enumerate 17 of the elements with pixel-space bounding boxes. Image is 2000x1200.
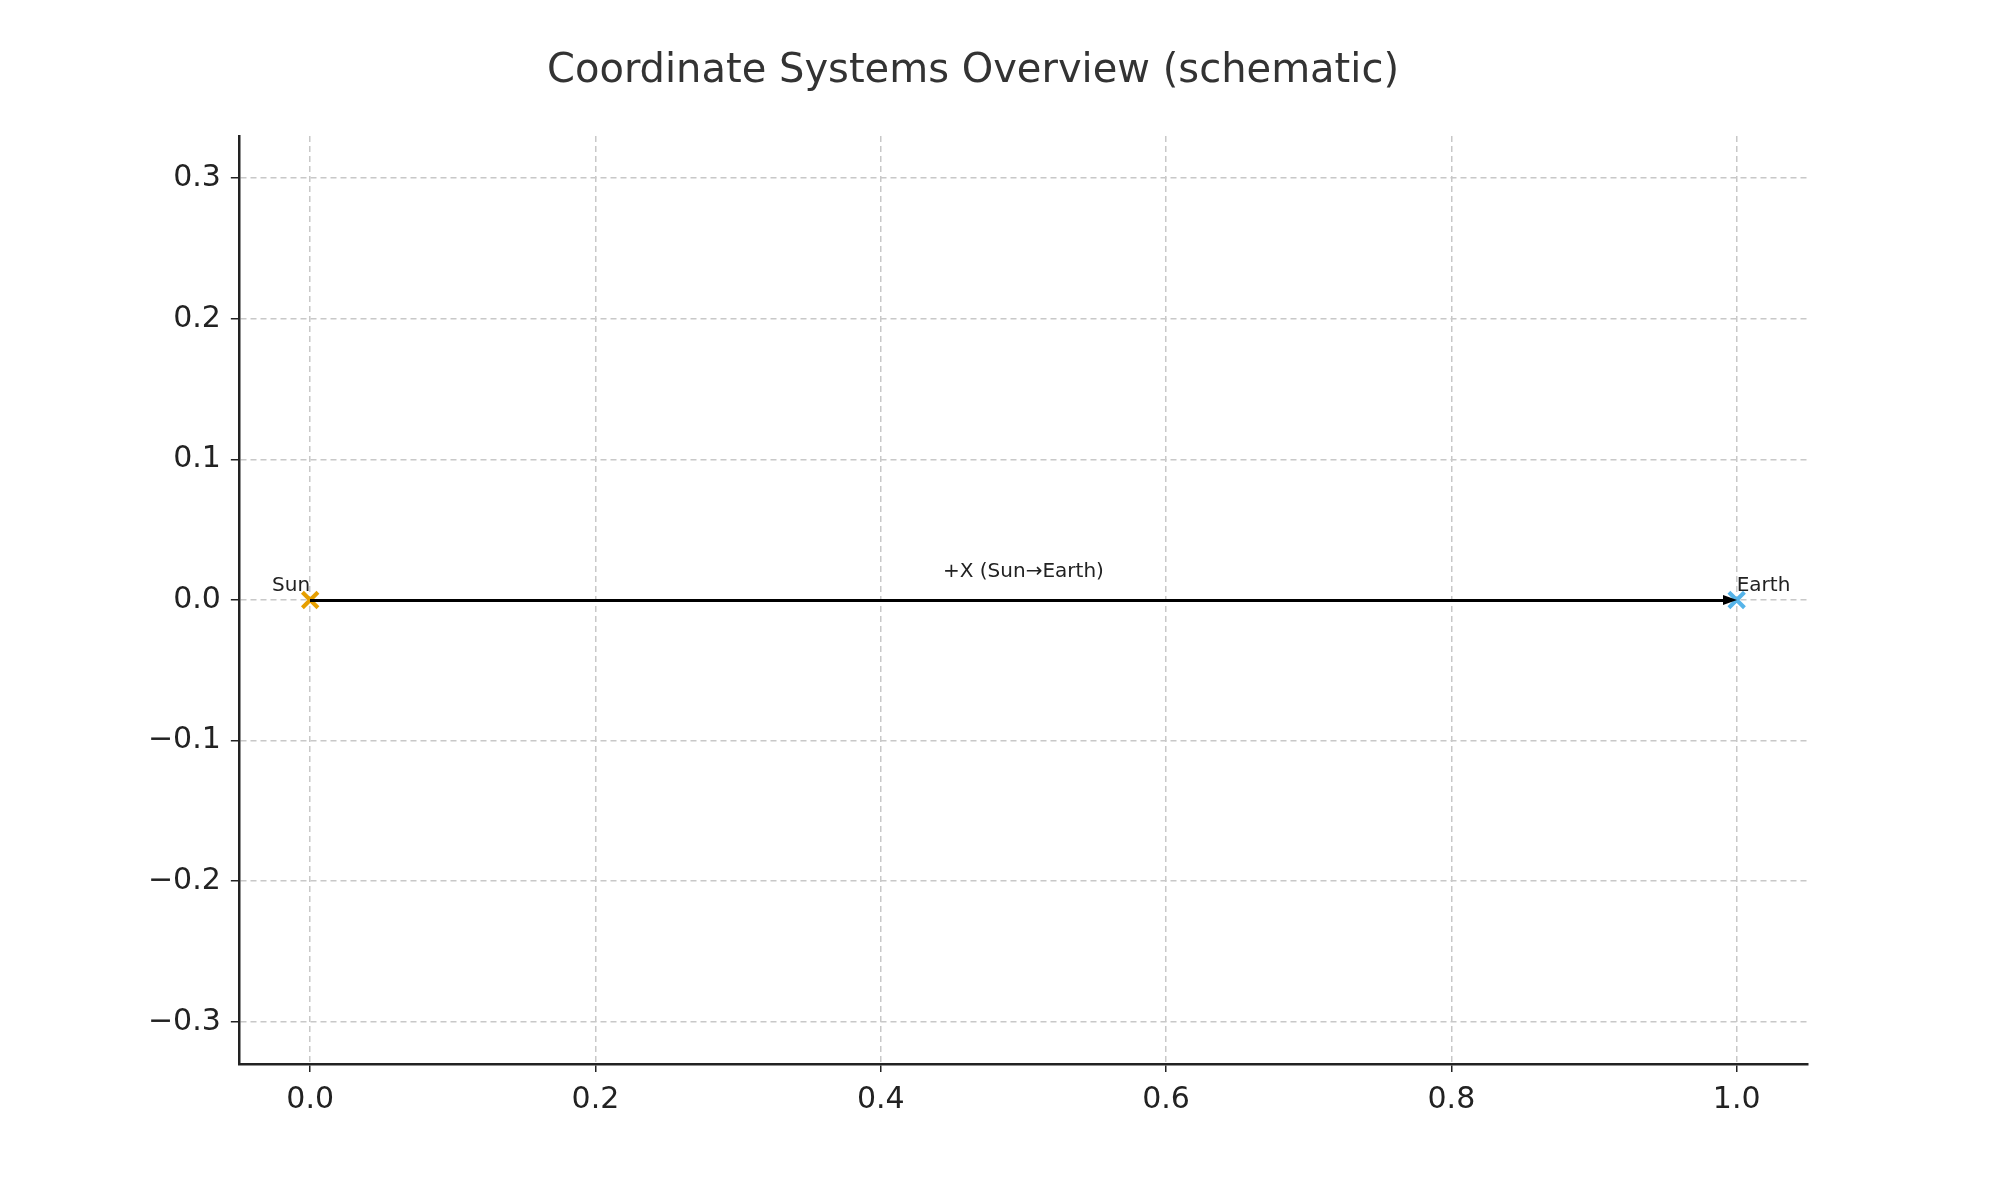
y-tick-label: 0.3	[173, 157, 221, 193]
x-tick-label: 0.8	[1427, 1079, 1476, 1115]
x-tick-label: 0.2	[571, 1079, 620, 1115]
y-tick-label: −0.2	[147, 861, 221, 897]
x-tick-label: 1.0	[1712, 1079, 1761, 1115]
y-tick-label: 0.0	[173, 579, 221, 615]
x-tick-label: 0.6	[1142, 1079, 1190, 1115]
series-label: Earth	[1736, 572, 1791, 597]
x-tick-label: 0.4	[856, 1079, 905, 1115]
y-tick-label: −0.3	[147, 1001, 221, 1037]
annotation: +X (Sun→Earth)	[942, 558, 1104, 583]
y-tick-label: −0.1	[147, 720, 221, 756]
y-tick-label: 0.1	[173, 439, 221, 475]
series-label: Sun	[272, 572, 311, 597]
x-tick-label: 0.0	[286, 1079, 335, 1115]
y-tick-label: 0.2	[173, 298, 221, 334]
chart-title: Coordinate Systems Overview (schematic)	[546, 45, 1400, 92]
